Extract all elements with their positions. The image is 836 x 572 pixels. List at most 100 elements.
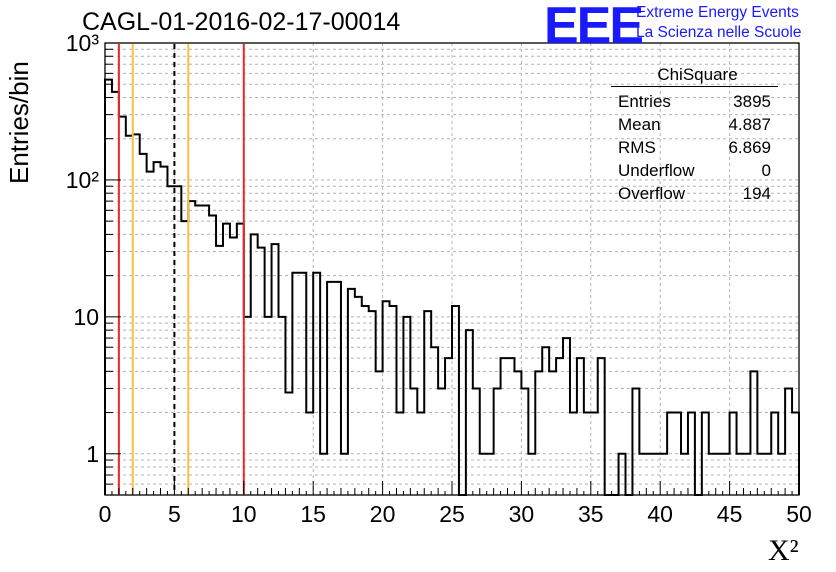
stat-label: Underflow [618, 161, 695, 180]
histogram-bin [660, 454, 667, 495]
histogram-bin [195, 206, 202, 495]
histogram-bin [521, 388, 528, 495]
histogram-bin [653, 454, 660, 495]
histogram-bin [598, 358, 605, 495]
histogram-bin [646, 454, 653, 495]
histogram-bin [167, 186, 174, 495]
histogram-bin [438, 388, 445, 495]
histogram-bin [188, 201, 195, 495]
histogram-bin [681, 454, 688, 495]
histogram-bin [209, 215, 216, 495]
x-tick-label: 50 [786, 501, 812, 527]
histogram-bin [549, 371, 556, 495]
histogram-bin [126, 136, 133, 495]
x-tick-label: 0 [99, 501, 112, 527]
stat-row-rms: RMS 6.869 [611, 136, 778, 159]
histogram-bin [403, 317, 410, 495]
x-tick-label: 30 [509, 501, 535, 527]
histogram-bin [174, 186, 181, 495]
x-tick-label: 40 [647, 501, 673, 527]
histogram-bin [133, 134, 140, 495]
histogram-bin [723, 454, 730, 495]
logo-line-1: Extreme Energy Events [636, 4, 799, 21]
histogram-bin [424, 311, 431, 495]
histogram-bin [390, 306, 397, 495]
histogram-bin [320, 454, 327, 495]
histogram-series-line [104, 78, 800, 496]
histogram-bin [764, 454, 771, 495]
histogram-bin [584, 413, 591, 495]
grid-lines [105, 43, 799, 495]
histogram-bin [383, 301, 390, 495]
histogram-bin [362, 306, 369, 495]
histogram-bin [508, 358, 515, 495]
stats-title: ChiSquare [611, 64, 778, 87]
histogram-bin [730, 413, 737, 495]
histogram-bin [105, 80, 112, 495]
histogram-bin [494, 388, 501, 495]
y-tick-label: 10² [66, 167, 100, 193]
histogram-bin [369, 311, 376, 495]
axes: 0 5 10 15 20 25 30 35 40 45 50 1 10 10² 10³ [66, 30, 812, 527]
histogram-bin [334, 282, 341, 495]
x-axis-label: X² [768, 534, 799, 567]
histogram-bin [771, 413, 778, 495]
histogram-bin [348, 289, 355, 495]
histogram-bin [591, 413, 598, 495]
histogram-bin [542, 347, 549, 495]
stat-value: 4.887 [728, 115, 771, 134]
histogram-bin [473, 388, 480, 495]
x-tick-label: 5 [168, 501, 181, 527]
histogram-bin [487, 454, 494, 495]
histogram-bin [737, 454, 744, 495]
histogram-bin [688, 413, 695, 495]
histogram-bin [480, 454, 487, 495]
histogram-bin [140, 154, 147, 495]
histogram-bin [445, 358, 452, 495]
stat-value: 0 [761, 161, 771, 180]
histogram-marks [104, 78, 800, 496]
histogram-bin [750, 371, 757, 495]
histogram-bin [570, 413, 577, 495]
histogram-bin [563, 338, 570, 495]
histogram-bin [112, 92, 119, 495]
stat-row-entries: Entries 3895 [611, 90, 778, 113]
stat-value: 194 [742, 184, 771, 203]
histogram-bin [501, 358, 508, 495]
histogram-bin [154, 162, 161, 495]
histogram-bin [396, 413, 403, 495]
x-tick-label: 20 [370, 501, 396, 527]
x-tick-label: 25 [439, 501, 465, 527]
histogram-bin [119, 117, 126, 495]
stat-label: Mean [618, 115, 661, 134]
histogram-bin [667, 413, 674, 495]
histogram-bin [785, 388, 792, 495]
histogram-bin [556, 358, 563, 495]
histogram-bin [223, 224, 230, 495]
histogram-bin [619, 454, 626, 495]
histogram-bin [528, 454, 535, 495]
histogram-bin [674, 413, 681, 495]
histogram-bin [230, 237, 237, 495]
histogram-bin [716, 454, 723, 495]
histogram-bin [279, 317, 286, 495]
histogram-bin [417, 413, 424, 495]
logo-line-2: La Scienza nelle Scuole [636, 24, 802, 41]
histogram-bin [514, 371, 521, 495]
stat-label: Entries [618, 92, 671, 111]
x-tick-label: 15 [300, 501, 326, 527]
histogram-bin [376, 371, 383, 495]
y-tick-label: 1 [86, 441, 99, 467]
histogram-bin [299, 273, 306, 495]
histogram-bin [202, 206, 209, 495]
histogram-bin [743, 454, 750, 495]
stat-value: 6.869 [728, 138, 771, 157]
histogram-bin [792, 413, 799, 495]
histogram-bin [161, 167, 168, 495]
histogram-bin [355, 297, 362, 495]
histogram-bin [292, 273, 299, 495]
stat-row-mean: Mean 4.887 [611, 113, 778, 136]
stat-row-overflow: Overflow 194 [611, 182, 778, 205]
histogram-bin [237, 224, 244, 495]
